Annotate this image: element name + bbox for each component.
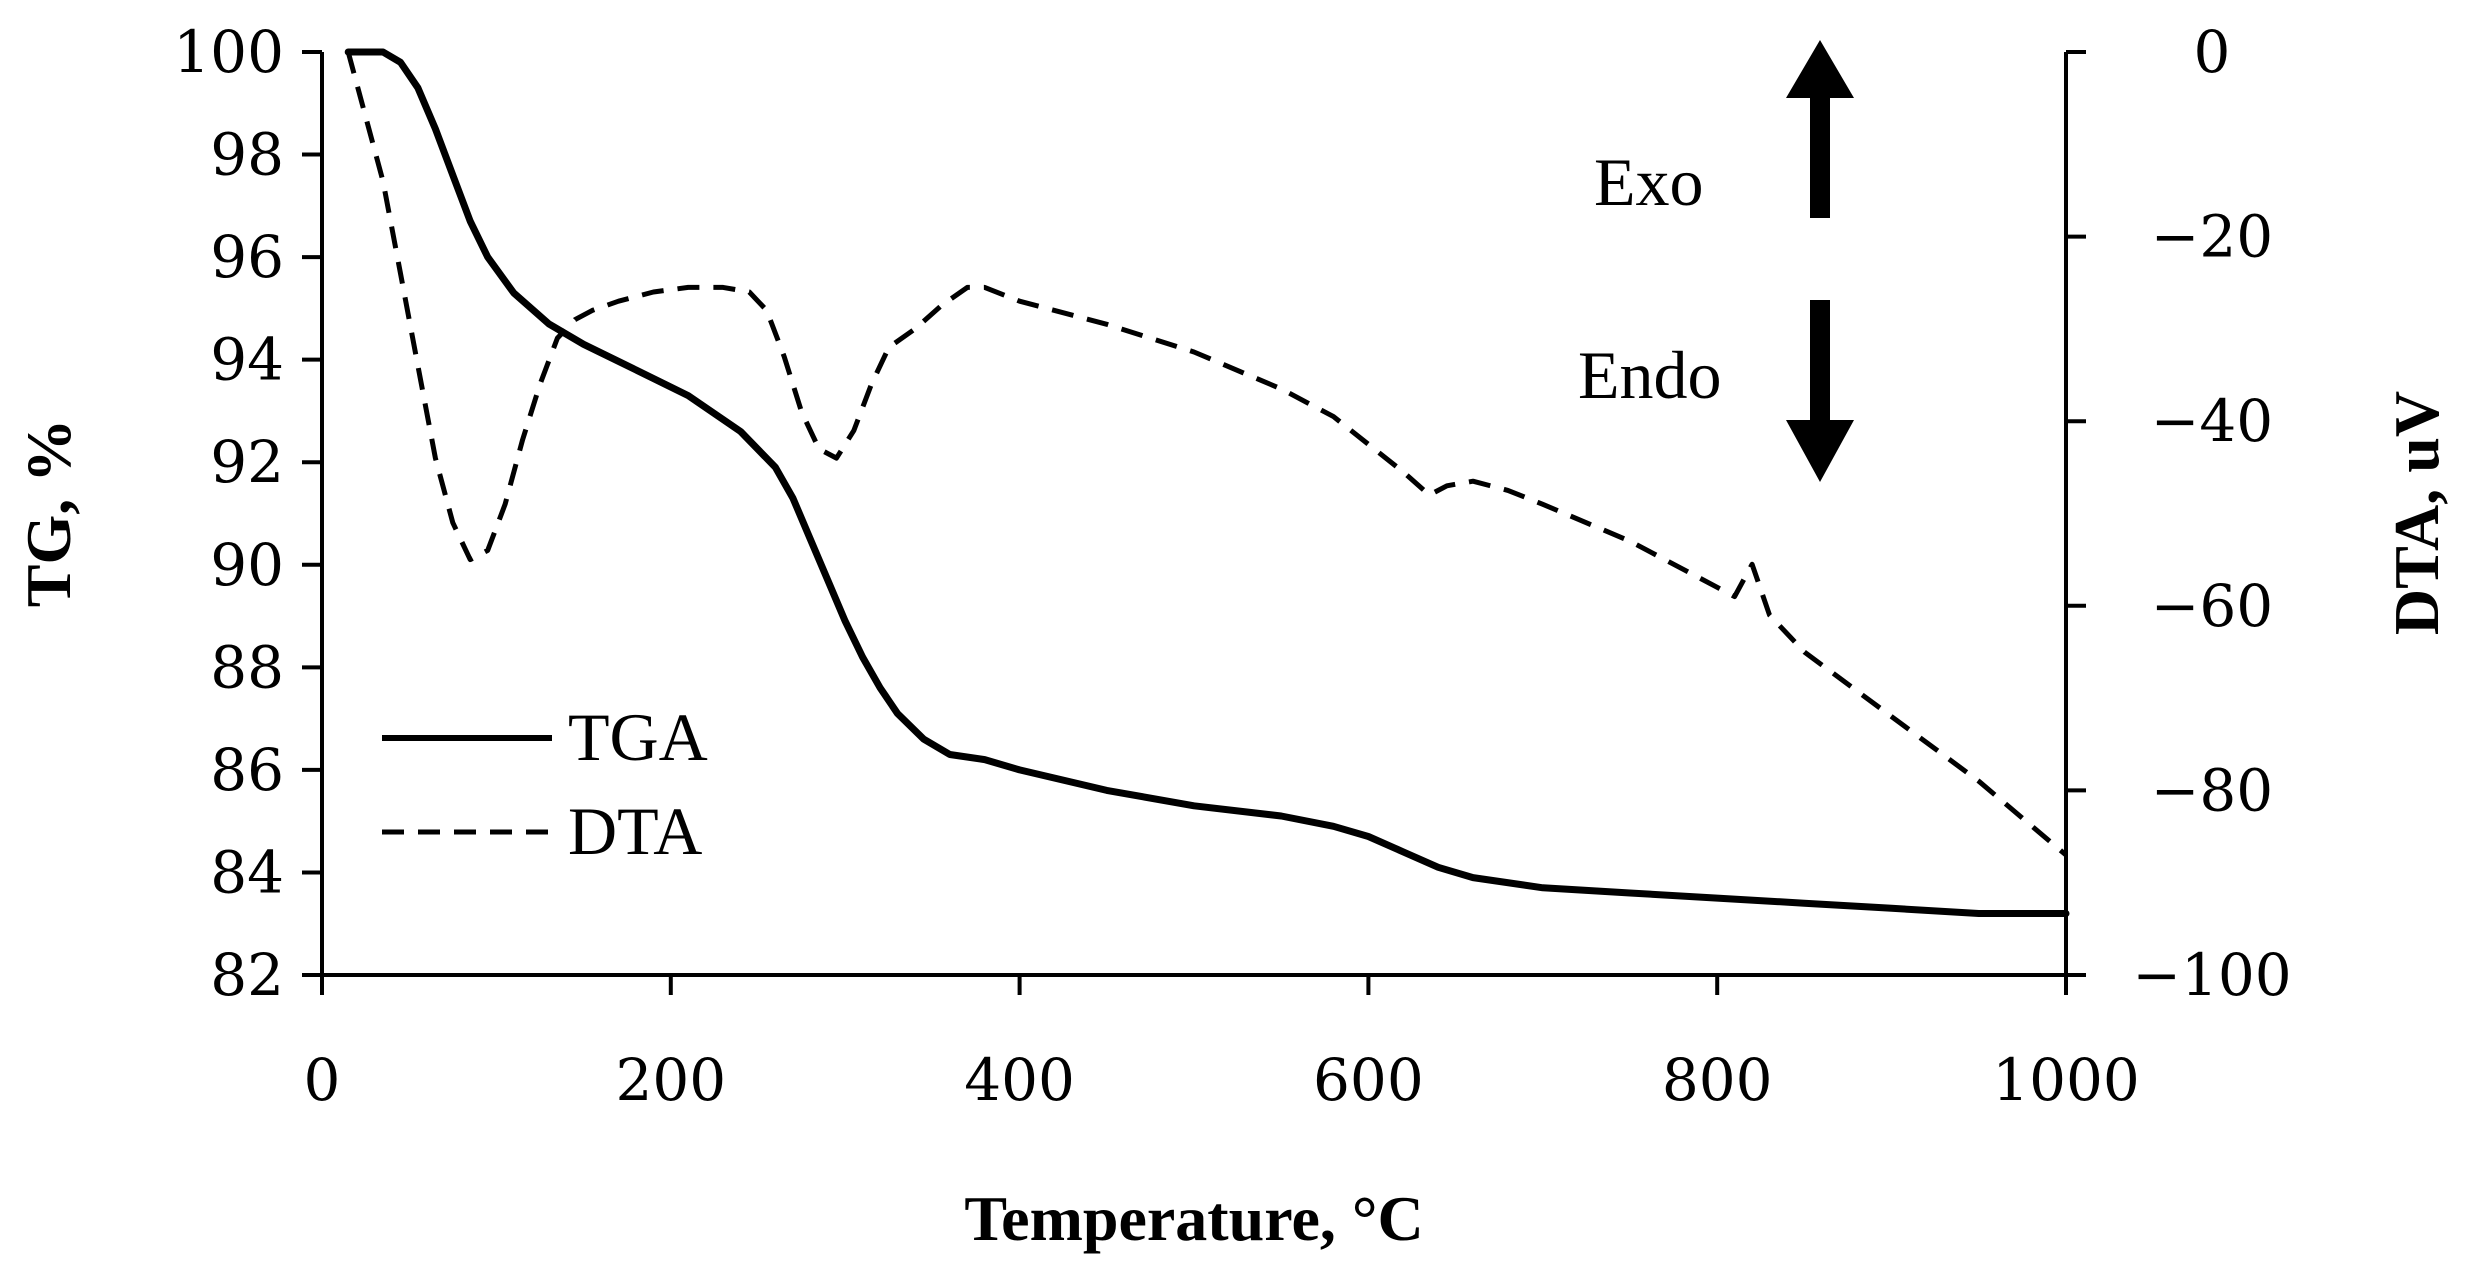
right-y-tick-label-0: −100 bbox=[2132, 941, 2291, 1009]
x-tick-label-4: 800 bbox=[1662, 1046, 1773, 1114]
right-y-tick-label-3: −40 bbox=[2151, 387, 2273, 455]
right-y-tick-label-1: −80 bbox=[2151, 756, 2273, 824]
left-y-tick-label-3: 88 bbox=[210, 633, 284, 701]
left-y-tick-label-8: 98 bbox=[210, 121, 284, 189]
endo-down-arrow-icon bbox=[1786, 300, 1854, 482]
exo-label: Exo bbox=[1594, 144, 1704, 220]
legend-dta-label: DTA bbox=[568, 793, 702, 869]
right-y-tick-label-5: 0 bbox=[2194, 18, 2231, 86]
ticks-layer: 0 200 400 600 800 1000 82 84 86 88 90 92 94 96 98 100 −1… bbox=[173, 18, 2291, 1114]
series-line-dta bbox=[345, 51, 2068, 857]
series-line-tga bbox=[344, 48, 2070, 917]
series-layer bbox=[344, 48, 2070, 917]
right-y-tick-label-2: −60 bbox=[2151, 572, 2273, 640]
x-tick-label-2: 400 bbox=[964, 1046, 1075, 1114]
left-y-tick-label-9: 100 bbox=[173, 18, 284, 86]
exo-up-arrow-icon bbox=[1786, 40, 1854, 218]
x-tick-label-5: 1000 bbox=[1992, 1046, 2140, 1114]
legend: TGA DTA bbox=[382, 699, 708, 869]
left-y-tick-label-0: 82 bbox=[210, 941, 284, 1009]
right-y-tick-label-4: −20 bbox=[2151, 203, 2273, 271]
x-tick-label-1: 200 bbox=[615, 1046, 726, 1114]
left-y-tick-label-7: 96 bbox=[210, 223, 284, 291]
endo-label: Endo bbox=[1578, 337, 1722, 413]
left-y-tick-label-4: 90 bbox=[210, 531, 284, 599]
left-y-tick-label-6: 94 bbox=[210, 326, 284, 394]
x-tick-label-0: 0 bbox=[304, 1046, 341, 1114]
left-y-axis-title: TG, % bbox=[13, 419, 84, 607]
x-tick-label-3: 600 bbox=[1313, 1046, 1424, 1114]
right-y-axis-title: DTA, uV bbox=[2381, 391, 2452, 635]
legend-tga-label: TGA bbox=[568, 699, 708, 775]
left-y-tick-label-1: 84 bbox=[210, 838, 284, 906]
left-y-tick-label-2: 86 bbox=[210, 736, 284, 804]
x-axis-title: Temperature, °C bbox=[964, 1183, 1423, 1254]
left-y-tick-label-5: 92 bbox=[210, 428, 284, 496]
